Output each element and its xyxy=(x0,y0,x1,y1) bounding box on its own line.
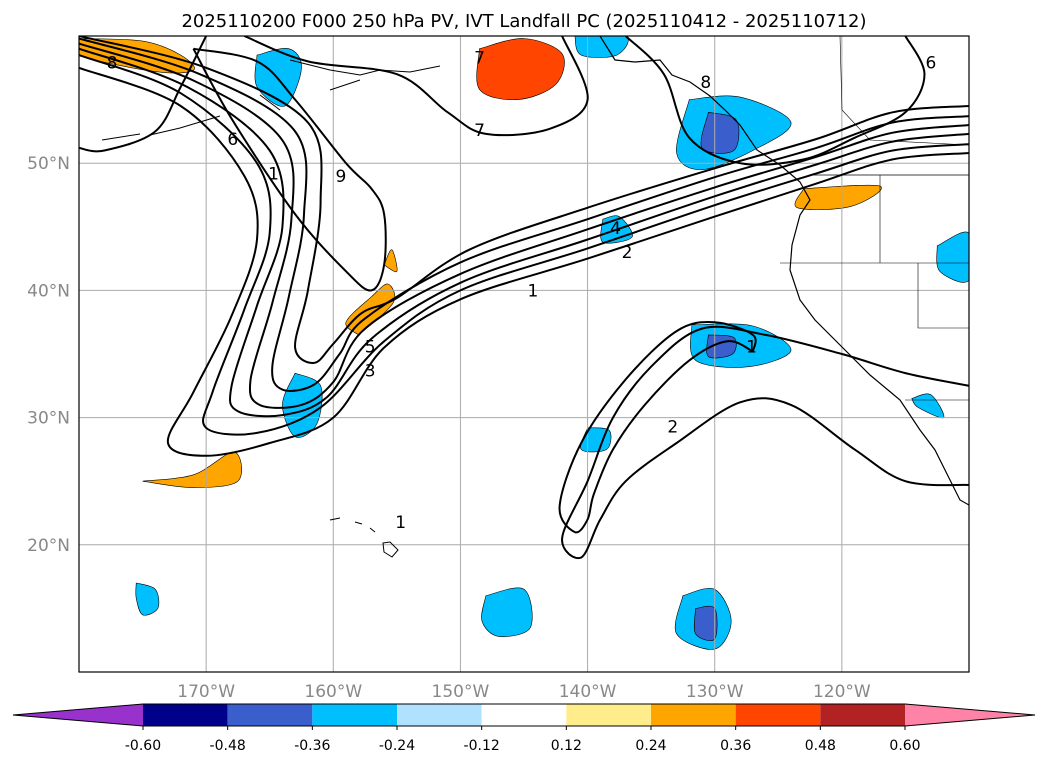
pv-shaded-region-16 xyxy=(481,587,533,637)
contour-label-0: 8 xyxy=(107,54,118,74)
pv-contour-2 xyxy=(79,47,969,418)
pv-contour-7 xyxy=(624,36,926,166)
colorbar-label-2: -0.36 xyxy=(294,738,330,754)
pv-contour-1 xyxy=(79,54,969,436)
colorbar-label-3: -0.24 xyxy=(379,738,415,754)
colorbar-label-6: 0.24 xyxy=(635,738,666,754)
contour-label-14: 2 xyxy=(667,418,678,438)
colorbar-label-5: 0.12 xyxy=(551,738,582,754)
north-america-coastline xyxy=(599,36,969,506)
contour-label-3: 8 xyxy=(700,73,711,93)
colorbar-swatch-2 xyxy=(227,704,313,726)
pv-shaded-region-4 xyxy=(142,451,242,488)
colorbar-label-9: 0.60 xyxy=(889,738,920,754)
pv-contour-9 xyxy=(79,36,207,153)
colorbar-label-1: -0.48 xyxy=(210,738,246,754)
colorbar-swatch-9 xyxy=(820,704,905,726)
colorbar-swatch-10 xyxy=(905,704,1035,726)
chart-title: 2025110200 F000 250 hPa PV, IVT Landfall… xyxy=(181,11,866,32)
axis-ticks: 170°W 160°W 150°W 140°W 130°W 120°W 20°N 30°N 40… xyxy=(27,154,871,702)
y-tick-label-3: 50°N xyxy=(27,154,70,174)
map-frame xyxy=(78,35,970,673)
colorbar-swatch-7 xyxy=(651,704,736,726)
contour-label-10: 4 xyxy=(610,219,621,239)
x-tick-label-3: 140°W xyxy=(559,682,617,702)
pv-shaded-region-5 xyxy=(383,249,398,273)
colorbar-label-4: -0.12 xyxy=(464,738,500,754)
pv-contour-0 xyxy=(79,66,969,457)
colorbar-swatch-0 xyxy=(13,704,143,726)
colorbar: -0.60 -0.48 -0.36 -0.24 -0.12 0.12 0.24 0.36 0.4… xyxy=(12,703,1036,754)
colorbar-swatch-4 xyxy=(397,704,482,726)
colorbar-swatch-3 xyxy=(312,704,397,726)
pv-contour-8 xyxy=(192,47,387,292)
pv-shaded-region-2 xyxy=(794,184,882,210)
pv-contour-10 xyxy=(561,325,969,560)
x-tick-label-2: 150°W xyxy=(432,682,490,702)
colorbar-label-8: 0.48 xyxy=(805,738,836,754)
pv-shaded-region-9 xyxy=(700,111,740,154)
colorbar-swatch-5 xyxy=(481,704,567,726)
pv-contour-11 xyxy=(558,321,757,534)
y-tick-label-1: 30°N xyxy=(27,409,70,429)
colorbar-label-0: -0.60 xyxy=(125,738,161,754)
contour-label-13: 1 xyxy=(746,337,757,357)
inner-borders xyxy=(879,175,969,401)
colorbar-swatch-1 xyxy=(143,704,228,726)
contour-label-12: 3 xyxy=(365,362,376,382)
colorbar-label-7: 0.36 xyxy=(720,738,751,754)
y-tick-label-2: 40°N xyxy=(27,281,70,301)
contour-label-11: 5 xyxy=(365,337,376,357)
colorbar-swatch-6 xyxy=(566,704,651,726)
alaska-coastline xyxy=(289,59,441,91)
contour-label-4: 6 xyxy=(925,54,936,74)
contour-label-8: 1 xyxy=(527,281,538,301)
pv-shaded-region-18 xyxy=(693,605,718,641)
x-tick-label-4: 130°W xyxy=(686,682,744,702)
pv-contour-5 xyxy=(79,36,969,364)
pv-contours xyxy=(79,36,969,560)
pv-shaded-region-19 xyxy=(135,582,160,616)
contour-label-9: 2 xyxy=(622,243,633,263)
colorbar-swatch-8 xyxy=(735,704,821,726)
contour-label-6: 1 xyxy=(268,164,279,184)
contour-label-5: 6 xyxy=(227,130,238,150)
pv-contour-6 xyxy=(243,36,589,137)
contour-label-15: 1 xyxy=(395,513,406,533)
hawaii-islands xyxy=(329,517,399,558)
y-tick-label-0: 20°N xyxy=(27,536,70,556)
pv-shaded-region-1 xyxy=(476,38,565,101)
contour-label-7: 9 xyxy=(336,167,347,187)
aleutian-islands xyxy=(101,94,281,141)
contour-label-2: 7 xyxy=(474,121,485,141)
x-tick-label-1: 160°W xyxy=(304,682,362,702)
pv-shaded-region-14 xyxy=(936,231,969,283)
x-tick-label-5: 120°W xyxy=(813,682,871,702)
x-tick-label-0: 170°W xyxy=(177,682,235,702)
coastlines-and-borders xyxy=(101,36,969,558)
contour-label-1: 7 xyxy=(474,49,485,69)
pv-shaded-region-7 xyxy=(574,36,629,58)
pv-contour-3 xyxy=(79,42,969,409)
